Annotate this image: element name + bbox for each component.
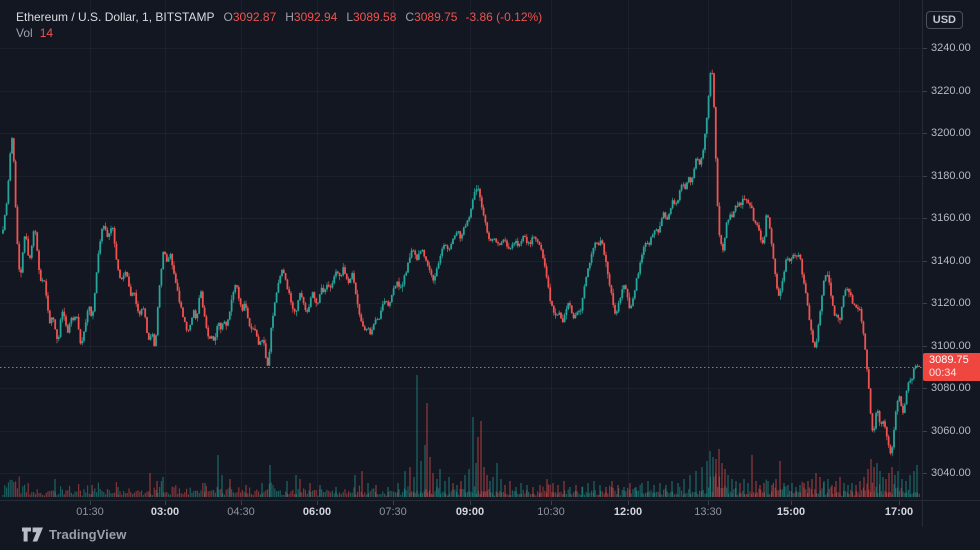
time-tick-label: 13:30: [694, 506, 722, 518]
price-tick-label: 3140.00: [931, 254, 971, 267]
time-tick-label: 12:00: [613, 506, 643, 518]
close-label: C: [405, 10, 415, 24]
price-tick-label: 3240.00: [931, 42, 971, 54]
price-scale[interactable]: 3240.00 3220.00 3200.00 3180.00 3160.00 3140.…: [922, 0, 980, 500]
time-tick-label: 06:00: [302, 506, 332, 518]
legend-row-volume: Vol 14: [16, 26, 542, 41]
volume-label: Vol: [16, 26, 33, 40]
tradingview-logo-text: TradingView: [49, 527, 127, 542]
time-tick-label: 03:00: [150, 506, 180, 518]
time-tick-label: 04:30: [227, 506, 255, 518]
low-label: L: [346, 10, 353, 24]
time-scale[interactable]: 01:30 03:00 04:30 06:00 07:30 09:00 10:30 12:00…: [0, 501, 922, 527]
price-tick-label: 3060.00: [931, 424, 971, 437]
price-tick-label: 3080.00: [931, 382, 971, 394]
tradingview-logo[interactable]: TradingView: [22, 527, 126, 542]
close-value: 3089.75: [414, 10, 458, 24]
price-tick-label: 3100.00: [931, 339, 971, 352]
price-tick-label: 3200.00: [931, 127, 971, 139]
low-value: 3089.58: [353, 10, 397, 24]
volume-value: 14: [39, 26, 54, 40]
last-price-value: 3089.75: [929, 354, 969, 367]
price-change: -3.86 (-0.12%): [465, 10, 543, 24]
currency-badge[interactable]: USD: [925, 11, 963, 29]
open-value: 3092.87: [232, 10, 277, 24]
high-value: 3092.94: [293, 10, 338, 24]
ohlc-high: H3092.94: [285, 10, 337, 24]
time-tick-label: 10:30: [537, 506, 565, 518]
ohlc-close: C3089.75: [405, 10, 457, 24]
price-tick-label: 3040.00: [931, 467, 971, 479]
price-tick-label: 3120.00: [931, 297, 971, 309]
symbol-legend: Ethereum / U.S. Dollar, 1, BITSTAMP O3092…: [16, 10, 542, 42]
time-tick-label: 15:00: [776, 506, 806, 518]
price-tick-label: 3180.00: [931, 169, 971, 182]
price-tick-label: 3220.00: [931, 84, 971, 97]
high-label: H: [285, 10, 294, 24]
open-label: O: [223, 10, 233, 24]
price-tick-label: 3160.00: [931, 212, 971, 224]
ohlc-open: O3092.87: [224, 10, 277, 24]
last-price-badge: 3089.75 00:34: [923, 353, 980, 382]
tradingview-logo-icon: [22, 527, 43, 542]
time-tick-label: 01:30: [76, 506, 104, 518]
last-price-countdown: 00:34: [929, 367, 957, 380]
time-tick-label: 09:00: [455, 506, 485, 518]
time-tick-label: 07:30: [379, 506, 407, 518]
symbol-title[interactable]: Ethereum / U.S. Dollar, 1, BITSTAMP: [16, 10, 215, 24]
ohlc-low: L3089.58: [346, 10, 396, 24]
time-tick-label: 17:00: [884, 506, 914, 518]
legend-row-ohlc: Ethereum / U.S. Dollar, 1, BITSTAMP O3092…: [16, 10, 542, 25]
